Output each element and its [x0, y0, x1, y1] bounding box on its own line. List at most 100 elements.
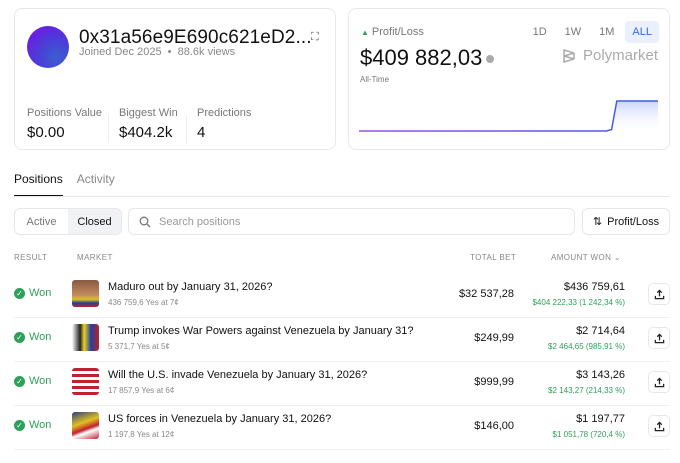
result-badge: ✓ Won — [14, 287, 51, 299]
check-circle-icon: ✓ — [14, 331, 25, 343]
profit-gain: $404 222,33 (1 242,34 %) — [532, 298, 625, 307]
profit-gain: $2 143,27 (214,33 %) — [548, 386, 625, 395]
result-badge: ✓ Won — [14, 419, 51, 431]
range-1w[interactable]: 1W — [564, 26, 582, 38]
stat-value: $0.00 — [27, 124, 65, 141]
pnl-chart — [359, 100, 658, 133]
profile-card: 0x31a56e9E690c621eD2... ⛶ Joined Dec 202… — [14, 8, 336, 150]
pnl-line — [359, 100, 658, 132]
range-1m[interactable]: 1M — [599, 26, 615, 38]
market-thumbnail — [72, 280, 99, 307]
pnl-value: $409 882,03 — [360, 45, 495, 71]
check-circle-icon: ✓ — [14, 375, 25, 387]
divider — [14, 196, 670, 197]
tab-positions[interactable]: Positions — [14, 172, 63, 197]
pnl-amount: $409 882,03 — [360, 45, 483, 70]
range-selector: 1D 1W 1M ALL — [526, 21, 659, 43]
sort-icon: ⇅ — [592, 216, 603, 228]
share-icon — [654, 288, 664, 299]
market-title[interactable]: US forces in Venezuela by January 31, 20… — [108, 413, 332, 425]
pnl-label: ▲ Profit/Loss — [361, 26, 424, 38]
stat-label: Predictions — [197, 107, 252, 119]
period-label: All-Time — [360, 75, 390, 84]
tab-bar: Positions Activity — [14, 172, 115, 197]
chevron-down-icon: ⌄ — [613, 253, 622, 262]
polymarket-icon — [563, 48, 575, 63]
total-bet: $146,00 — [474, 420, 514, 432]
sort-button[interactable]: ⇅ Profit/Loss — [582, 208, 670, 235]
share-icon — [654, 420, 664, 431]
result-label: Won — [29, 419, 52, 431]
position-detail: 5 371,7 Yes at 5¢ — [108, 342, 170, 351]
brand-name: Polymarket — [582, 47, 658, 64]
position-detail: 1 197,8 Yes at 12¢ — [108, 430, 175, 439]
divider — [186, 115, 187, 143]
stat-predictions: Predictions 4 — [197, 107, 251, 141]
sort-label: Profit/Loss — [607, 215, 660, 228]
stat-label: Positions Value — [27, 107, 103, 119]
qr-scan-icon[interactable]: ⛶ — [311, 31, 319, 43]
avatar — [27, 26, 69, 68]
stat-value: 4 — [197, 124, 206, 141]
result-label: Won — [29, 375, 52, 387]
total-bet: $249,99 — [474, 332, 514, 344]
range-all[interactable]: ALL — [625, 21, 659, 43]
tab-activity[interactable]: Activity — [76, 172, 115, 186]
result-badge: ✓ Won — [14, 375, 51, 387]
pnl-label-text: Profit/Loss — [371, 26, 424, 38]
profit-gain: $2 464,65 (985,91 %) — [548, 342, 625, 351]
check-circle-icon: ✓ — [14, 419, 25, 431]
view-count: 88.6k views — [177, 46, 236, 58]
polymarket-logo: Polymarket — [561, 47, 658, 64]
share-button[interactable] — [648, 371, 670, 393]
search-box — [128, 208, 575, 235]
share-icon — [654, 332, 664, 343]
result-label: Won — [29, 287, 52, 299]
table-row[interactable]: ✓ Won Maduro out by January 31, 2026? 436… — [14, 274, 670, 318]
position-detail: 17 857,9 Yes at 6¢ — [108, 386, 175, 395]
market-title[interactable]: Trump invokes War Powers against Venezue… — [108, 325, 414, 337]
header-amount-won-label: AMOUNT WON — [551, 253, 612, 262]
stat-value: $404.2k — [119, 124, 173, 141]
status-toggle: Active Closed — [14, 208, 122, 235]
pnl-card: ▲ Profit/Loss 1D 1W 1M ALL $409 882,03 Po… — [348, 8, 670, 150]
header-amount-won[interactable]: AMOUNT WON ⌄ — [551, 253, 621, 262]
range-1d[interactable]: 1D — [532, 26, 547, 38]
pnl-area — [359, 101, 658, 133]
stat-positions-value: Positions Value $0.00 — [27, 107, 102, 141]
total-bet: $999,99 — [474, 376, 514, 388]
check-circle-icon: ✓ — [14, 287, 25, 299]
table-row[interactable]: ✓ Won Trump invokes War Powers against Ve… — [14, 318, 670, 362]
share-button[interactable] — [648, 327, 670, 349]
search-input[interactable] — [159, 215, 574, 228]
result-label: Won — [29, 331, 52, 343]
header-result: RESULT — [14, 253, 48, 262]
stat-biggest-win: Biggest Win $404.2k — [119, 107, 178, 141]
share-button[interactable] — [648, 415, 670, 437]
market-title[interactable]: Will the U.S. invade Venezuela by Januar… — [108, 369, 368, 381]
triangle-up-icon: ▲ — [361, 28, 369, 37]
divider — [108, 115, 109, 143]
info-icon[interactable] — [486, 55, 495, 64]
header-total-bet[interactable]: TOTAL BET — [470, 253, 517, 262]
active-filter[interactable]: Active — [26, 215, 57, 228]
profile-meta: Joined Dec 2025 • 88.6k views — [79, 46, 236, 58]
total-bet: $32 537,28 — [458, 288, 514, 300]
market-title[interactable]: Maduro out by January 31, 2026? — [108, 281, 273, 293]
market-thumbnail — [72, 324, 99, 351]
closed-filter[interactable]: Closed — [68, 209, 121, 234]
search-icon — [139, 216, 151, 227]
table-row[interactable]: ✓ Won Will the U.S. invade Venezuela by J… — [14, 362, 670, 406]
joined-date: Joined Dec 2025 — [79, 46, 162, 58]
share-button[interactable] — [648, 283, 670, 305]
stat-label: Biggest Win — [119, 107, 178, 119]
market-thumbnail — [72, 412, 99, 439]
amount-won: $436 759,61 — [563, 281, 625, 293]
header-market: MARKET — [77, 253, 113, 262]
wallet-address: 0x31a56e9E690c621eD2... — [79, 27, 312, 48]
table-row[interactable]: ✓ Won US forces in Venezuela by January 3… — [14, 406, 670, 450]
position-detail: 436 759,6 Yes at 7¢ — [108, 298, 179, 307]
share-icon — [654, 376, 664, 387]
amount-won: $3 143,26 — [576, 369, 625, 381]
amount-won: $2 714,64 — [576, 325, 625, 337]
